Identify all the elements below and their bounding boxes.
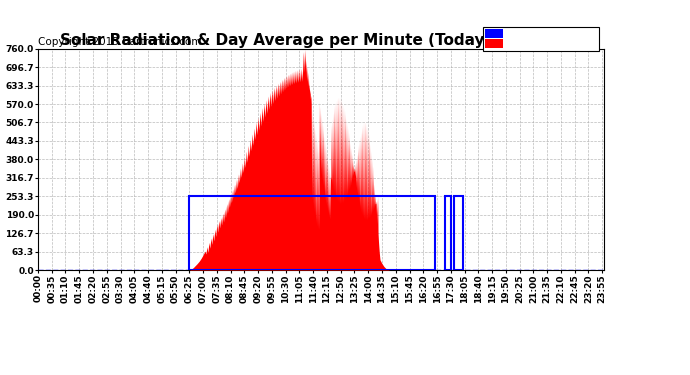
Title: Solar Radiation & Day Average per Minute (Today) 20151008: Solar Radiation & Day Average per Minute… xyxy=(60,33,582,48)
Text: Copyright 2015 Cartronics.com: Copyright 2015 Cartronics.com xyxy=(38,36,201,46)
Bar xyxy=(445,196,451,270)
Legend: Median  (W/m2), Radiation  (W/m2): Median (W/m2), Radiation (W/m2) xyxy=(483,27,599,51)
Bar xyxy=(189,196,435,270)
Bar xyxy=(454,196,462,270)
